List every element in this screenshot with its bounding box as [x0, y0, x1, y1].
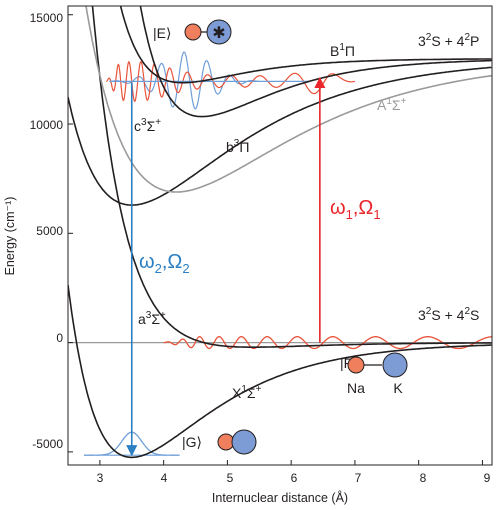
plot-area — [68, 6, 492, 459]
k-atom-excited-icon — [206, 19, 232, 45]
y-tick-label: 5000 — [36, 224, 63, 238]
label-b1pi: B1Π — [330, 42, 355, 59]
k-atom-icon — [231, 429, 257, 455]
label-c3sigma: c3Σ+ — [134, 117, 161, 134]
curve-c3sigma — [139, 6, 492, 118]
y-axis-label: Energy (cm⁻¹) — [3, 197, 17, 276]
state-e-label: |E⟩ — [153, 25, 171, 41]
x-tick-labels: 3 4 5 6 7 8 9 — [97, 471, 491, 485]
x-tick-label: 5 — [227, 471, 234, 485]
x-tick-label: 3 — [97, 471, 104, 485]
excited-wavefunction-blue — [109, 51, 260, 110]
x-tick-label: 8 — [420, 471, 427, 485]
y-tick-label: 15000 — [30, 11, 64, 25]
curve-a1sigma — [85, 6, 492, 193]
x-axis-label: Internuclear distance (Å) — [212, 490, 348, 505]
axis-ticks — [68, 14, 483, 465]
ground-molecule-icon — [217, 429, 257, 455]
feshbach-molecule-icon — [347, 352, 408, 378]
label-b3pi: b3Π — [226, 138, 249, 155]
x-tick-label: 7 — [355, 471, 362, 485]
na-atom-icon — [347, 356, 365, 374]
state-g-label: |G⟩ — [182, 434, 202, 450]
feshbach-wavefunction — [163, 336, 492, 350]
label-lower-asymptote: 32S + 42S — [418, 306, 479, 323]
k-atom-icon — [382, 352, 408, 378]
y-tick-label: -5000 — [32, 437, 63, 451]
k-label: K — [393, 380, 403, 396]
na-atom-icon — [184, 23, 202, 41]
x-tick-label: 4 — [161, 471, 168, 485]
label-x1sigma: X1Σ+ — [232, 384, 262, 401]
excited-star-icon: ✱ — [212, 23, 225, 42]
x-tick-label: 6 — [291, 471, 298, 485]
dump-label: ω2,Ω2 — [139, 251, 190, 276]
curve-x1sigma — [68, 284, 492, 459]
na-label: Na — [347, 380, 365, 396]
curve-a3sigma — [91, 6, 492, 348]
plot-frame — [67, 5, 493, 466]
y-tick-labels: 15000 10000 5000 0 -5000 — [30, 11, 64, 451]
y-tick-label: 10000 — [30, 118, 64, 132]
x-tick-label: 9 — [484, 471, 491, 485]
label-a3sigma: a3Σ+ — [138, 310, 166, 327]
excited-molecule-icon: ✱ — [184, 19, 232, 45]
curve-b3pi — [68, 66, 492, 206]
curve-b1pi — [119, 6, 492, 84]
label-upper-asymptote: 32S + 42P — [418, 32, 479, 49]
y-tick-label: 0 — [56, 331, 63, 345]
pump-label: ω1,Ω1 — [330, 197, 381, 222]
label-a1sigma: A1Σ+ — [377, 96, 407, 113]
